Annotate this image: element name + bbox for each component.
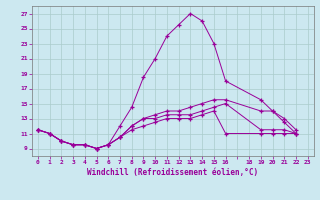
X-axis label: Windchill (Refroidissement éolien,°C): Windchill (Refroidissement éolien,°C) [87, 168, 258, 177]
